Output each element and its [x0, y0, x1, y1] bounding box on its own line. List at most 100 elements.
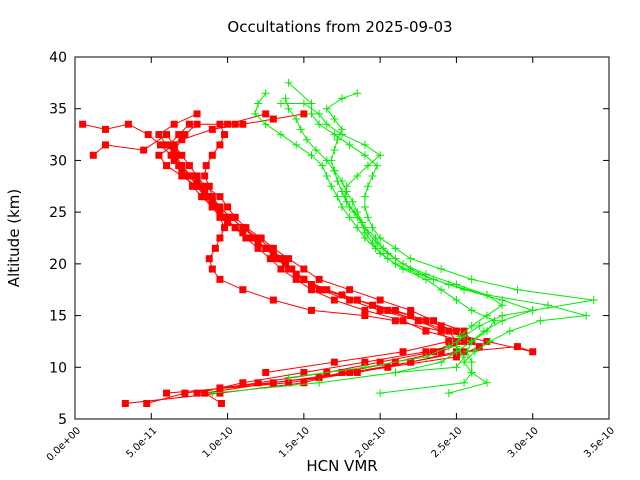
- data-point: [89, 151, 97, 159]
- data-point: [406, 254, 415, 263]
- data-point: [216, 389, 224, 397]
- data-point: [528, 306, 537, 315]
- data-point: [254, 234, 262, 242]
- data-point: [254, 244, 262, 252]
- data-point: [391, 368, 400, 377]
- data-point: [437, 322, 445, 330]
- plot-frame: [74, 56, 610, 420]
- data-point: [266, 255, 274, 263]
- data-point: [376, 358, 384, 366]
- data-point: [318, 286, 326, 294]
- data-point: [376, 249, 385, 258]
- data-point: [315, 120, 324, 129]
- data-point: [430, 317, 438, 325]
- data-point: [391, 317, 399, 325]
- data-point: [371, 244, 380, 253]
- data-point: [333, 135, 342, 144]
- data-point: [384, 306, 392, 314]
- data-point: [330, 130, 339, 139]
- data-point: [470, 347, 479, 356]
- data-point: [437, 265, 446, 274]
- data-point: [353, 296, 361, 304]
- data-point: [363, 213, 372, 222]
- y-tick-label: 10: [49, 360, 67, 376]
- data-point: [376, 389, 385, 398]
- data-point: [300, 275, 308, 283]
- data-point: [361, 306, 369, 314]
- data-point: [175, 162, 183, 170]
- data-point: [175, 131, 183, 139]
- data-point: [315, 374, 323, 382]
- data-point: [467, 275, 476, 284]
- data-point: [353, 171, 362, 180]
- data-point: [208, 151, 216, 159]
- data-point: [463, 347, 472, 356]
- data-point: [170, 120, 178, 128]
- data-point: [193, 120, 201, 128]
- data-point: [167, 151, 175, 159]
- data-point: [262, 368, 270, 376]
- data-point: [221, 131, 229, 139]
- data-point: [163, 131, 171, 139]
- data-point: [360, 140, 369, 149]
- data-point: [224, 218, 232, 226]
- data-point: [346, 296, 354, 304]
- data-point: [505, 327, 514, 336]
- data-point: [300, 379, 308, 387]
- data-point: [307, 99, 316, 108]
- data-point: [345, 202, 354, 211]
- data-point: [239, 379, 247, 387]
- data-point: [178, 136, 186, 144]
- data-point: [345, 140, 354, 149]
- data-point: [254, 379, 262, 387]
- data-point: [224, 203, 232, 211]
- data-point: [266, 244, 274, 252]
- data-point: [172, 151, 180, 159]
- data-point: [460, 337, 468, 345]
- data-point: [315, 275, 323, 283]
- data-point: [513, 285, 522, 294]
- data-point: [285, 379, 293, 387]
- series-9: [284, 78, 598, 382]
- series-line: [281, 103, 535, 394]
- data-point: [216, 213, 224, 221]
- data-point: [208, 265, 216, 273]
- data-point: [231, 120, 239, 128]
- data-point: [178, 151, 186, 159]
- data-point: [254, 99, 263, 108]
- data-point: [383, 249, 392, 258]
- data-point: [452, 296, 461, 305]
- data-point: [201, 172, 209, 180]
- data-point: [121, 399, 129, 407]
- data-point: [455, 332, 464, 341]
- data-point: [353, 368, 361, 376]
- data-point: [178, 167, 186, 175]
- data-point: [536, 316, 545, 325]
- data-point: [211, 244, 219, 252]
- data-point: [467, 321, 476, 330]
- data-point: [216, 208, 224, 216]
- data-point: [178, 172, 186, 180]
- data-point: [338, 130, 346, 139]
- data-point: [278, 255, 286, 263]
- data-point: [376, 296, 384, 304]
- data-point: [318, 161, 327, 170]
- data-point: [444, 389, 453, 398]
- data-point: [330, 146, 339, 155]
- data-point: [437, 348, 445, 356]
- data-point: [330, 296, 338, 304]
- data-point: [170, 141, 178, 149]
- data-point: [345, 213, 354, 222]
- data-point: [368, 171, 377, 180]
- data-point: [187, 172, 195, 180]
- data-point: [360, 192, 369, 201]
- data-point: [322, 171, 331, 180]
- data-point: [333, 177, 342, 186]
- data-point: [281, 94, 290, 103]
- data-point: [407, 358, 415, 366]
- data-point: [185, 162, 193, 170]
- data-point: [143, 399, 151, 407]
- data-point: [346, 368, 354, 376]
- data-point: [460, 285, 469, 294]
- data-point: [368, 223, 377, 232]
